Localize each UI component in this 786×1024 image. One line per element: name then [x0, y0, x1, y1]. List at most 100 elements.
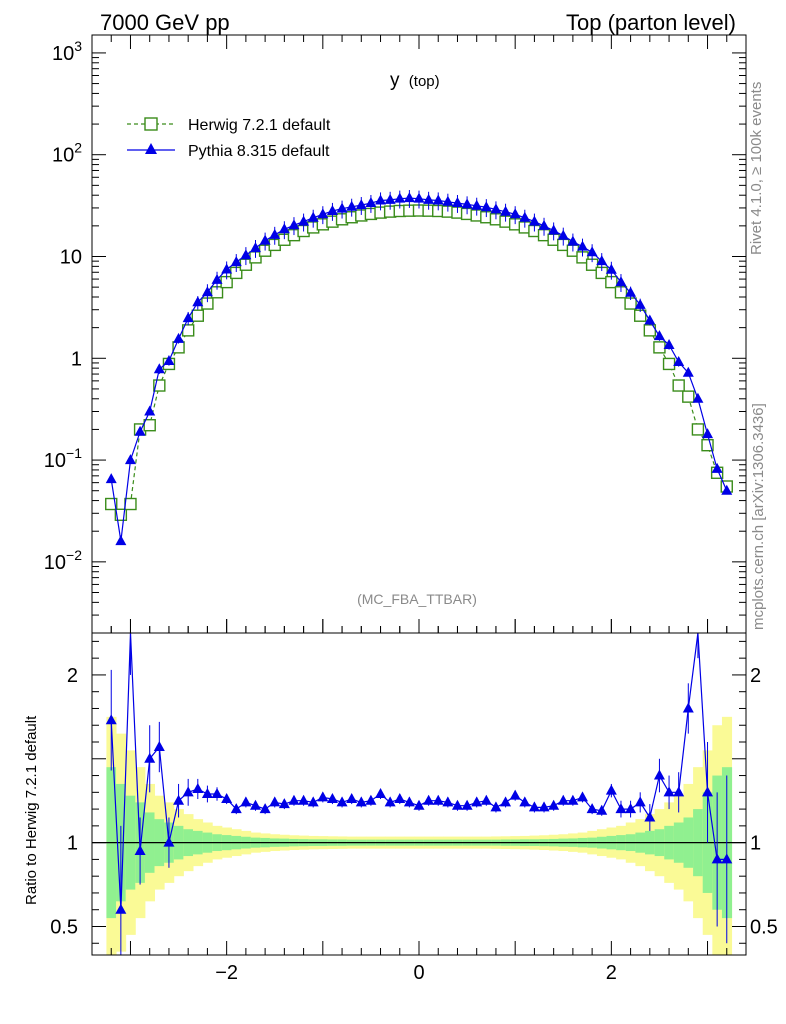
pythia-data-point	[471, 199, 483, 210]
pythia-data-point	[182, 312, 194, 323]
ratio-pythia-point	[413, 799, 425, 810]
herwig-data-point	[682, 390, 695, 403]
ratio-pythia-point	[278, 798, 290, 809]
ratio-pythia-point	[653, 769, 665, 780]
ratio-pythia-point	[673, 786, 685, 797]
herwig-data-point	[105, 497, 118, 511]
pythia-data-point	[278, 223, 290, 234]
ratio-pythia-point	[644, 811, 656, 822]
ratio-pythia-point	[298, 794, 310, 805]
ratio-pythia-point	[163, 836, 175, 847]
pythia-data-point	[124, 454, 136, 465]
ratio-pythia-point	[355, 796, 367, 807]
pythia-data-point	[509, 208, 521, 219]
pythia-data-point	[538, 219, 550, 230]
ratio-pythia-point	[528, 801, 540, 812]
x-tick-label: 0	[413, 962, 424, 984]
ratio-pythia-point	[721, 853, 733, 864]
main-y-tick-label: 10−1	[44, 445, 82, 472]
ratio-pythia-point	[317, 791, 329, 802]
ratio-pythia-point	[711, 853, 723, 864]
main-y-tick-label: 10−2	[44, 547, 82, 574]
ratio-pythia-point	[461, 799, 473, 810]
main-y-tick-base: 10	[52, 43, 74, 65]
pythia-data-point	[250, 242, 261, 253]
herwig-data-point	[653, 341, 666, 354]
plot-title-variable: y	[390, 70, 400, 91]
pythia-data-point	[528, 215, 540, 226]
ratio-y-tick-label-right: 1	[750, 833, 761, 855]
main-y-tick-base: 10	[44, 552, 66, 574]
pythia-data-point	[634, 298, 646, 309]
pythia-data-point	[577, 240, 588, 251]
legend: Herwig 7.2.1 default Pythia 8.315 defaul…	[127, 117, 331, 160]
pythia-data-point	[490, 203, 502, 214]
main-y-tick-exponent: 3	[74, 38, 82, 54]
ratio-pythia-point	[384, 796, 396, 807]
ratio-pythia-point	[471, 796, 483, 807]
pythia-data-point	[567, 235, 579, 246]
legend-herwig-label: Herwig 7.2.1 default	[188, 117, 331, 134]
ratio-pythia-point	[634, 796, 646, 807]
ratio-pythia-point	[144, 752, 156, 763]
pythia-data-point	[500, 205, 512, 216]
ratio-pythia-point	[173, 794, 185, 805]
pythia-data-point	[230, 256, 242, 267]
ratio-pythia-point	[269, 796, 281, 807]
pythia-data-point	[269, 228, 281, 239]
ratio-pythia-point	[586, 803, 598, 814]
pythia-data-point	[211, 273, 223, 284]
pythia-data-point	[653, 330, 665, 341]
pythia-data-point	[711, 462, 723, 473]
ratio-pythia-point	[105, 714, 117, 725]
ratio-pythia-point	[307, 796, 319, 807]
pythia-data-point	[413, 192, 425, 203]
ratio-plot-data	[92, 632, 746, 955]
ratio-y-tick-label-left: 1	[67, 833, 78, 855]
ratio-pythia-line	[110, 632, 727, 910]
x-axis: −2 0 2	[110, 35, 728, 984]
main-y-tick-base: 10	[52, 145, 74, 167]
pythia-data-point	[615, 276, 627, 287]
ratio-pythia-point	[288, 794, 300, 805]
herwig-series-line	[110, 209, 728, 516]
herwig-data-point	[153, 379, 166, 392]
herwig-data-point	[662, 357, 676, 371]
pythia-data-point	[625, 286, 637, 297]
main-plot-data	[105, 190, 733, 546]
pythia-data-point	[384, 193, 396, 204]
ratio-pythia-point	[182, 786, 194, 797]
pythia-data-point	[326, 204, 338, 215]
pythia-data-point	[548, 224, 560, 235]
ratio-pythia-point	[596, 804, 608, 815]
ratio-pythia-point	[346, 793, 358, 804]
herwig-data-point	[191, 309, 204, 322]
herwig-data-point	[124, 497, 137, 511]
ratio-pythia-point	[442, 796, 454, 807]
ratio-pythia-point	[480, 794, 492, 805]
main-y-tick-label: 10	[60, 246, 82, 268]
pythia-data-point	[240, 249, 252, 260]
ratio-y-axis: 2 2 1 1 0.5 0.5	[50, 640, 778, 944]
ratio-pythia-point	[259, 803, 271, 814]
herwig-data-point	[701, 438, 714, 452]
ratio-y-tick-label-right: 0.5	[750, 916, 778, 938]
pythia-data-point	[134, 425, 146, 436]
ratio-pythia-point	[394, 793, 406, 804]
pythia-data-point	[355, 199, 367, 210]
main-y-tick-label: 1	[71, 348, 82, 370]
plot-title-subscript: (top)	[409, 73, 440, 90]
pythia-data-point	[596, 255, 608, 266]
ratio-pythia-point	[365, 794, 377, 805]
pythia-data-point	[153, 363, 165, 374]
legend-herwig-marker	[144, 117, 158, 131]
pythia-data-point	[394, 192, 406, 203]
ratio-pythia-point	[432, 794, 444, 805]
pythia-data-point	[365, 197, 377, 208]
ratio-y-tick-label-right: 2	[750, 665, 761, 687]
main-y-tick-base: 1	[71, 348, 82, 370]
ratio-pythia-point	[519, 796, 531, 807]
pythia-data-point	[163, 355, 175, 366]
main-y-tick-label: 103	[52, 38, 82, 65]
